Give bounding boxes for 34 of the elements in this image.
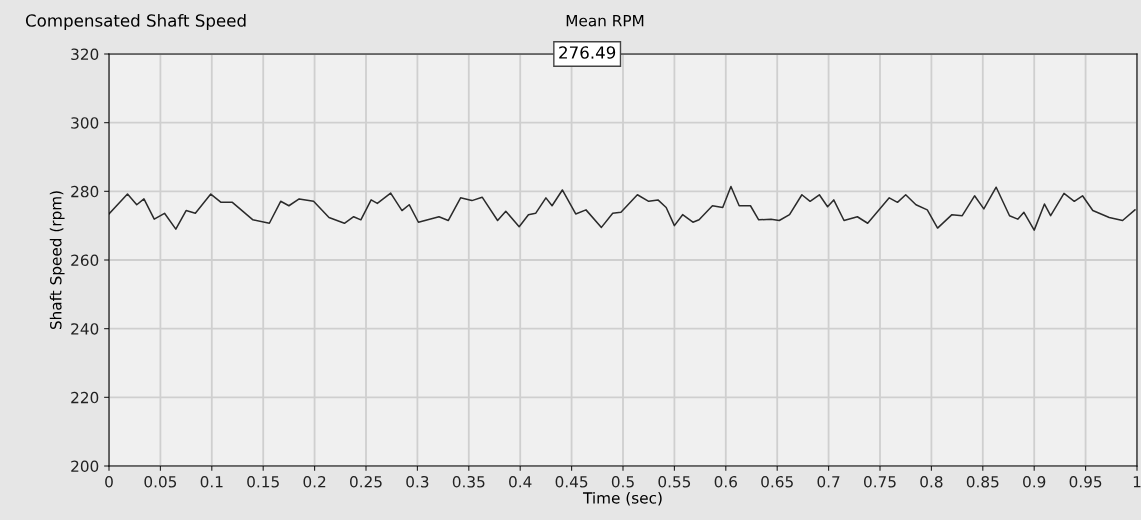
x-tick-label: 0.4 <box>509 475 532 488</box>
y-tick-label: 320 <box>71 48 99 61</box>
y-tick-label: 260 <box>71 254 99 267</box>
y-tick-label: 240 <box>71 323 99 335</box>
x-tick-label: 1 <box>1133 476 1141 488</box>
text: Mean RPM <box>566 15 644 27</box>
x-tick-label: 0.2 <box>303 475 326 488</box>
x-tick-label: 0.3 <box>406 475 429 488</box>
x-tick-label: 0 <box>105 475 113 488</box>
x-tick-label: 0.95 <box>1069 475 1102 488</box>
x-tick-label: 0.8 <box>920 475 943 488</box>
annotation: 276.49 <box>559 46 616 59</box>
x-tick-label: 0.15 <box>247 475 279 488</box>
x-tick-label: 0.35 <box>452 475 485 488</box>
x-tick-label: 0.05 <box>144 475 177 488</box>
x-tick-label: 0.45 <box>555 475 588 488</box>
x-tick-label: 0.7 <box>817 475 840 488</box>
x-tick-label: 0.55 <box>658 475 691 488</box>
y-tick-label: 220 <box>71 391 99 404</box>
line-series <box>109 185 1136 231</box>
y-tick-label: 200 <box>71 460 99 473</box>
x-axis-title: Time (sec) <box>583 491 662 506</box>
y-tick-label: 280 <box>71 185 99 198</box>
x-tick-label: 0.85 <box>966 475 999 488</box>
y-axis-title: Shaft Speed (rpm) <box>49 191 65 330</box>
x-tick-label: 0.25 <box>350 475 382 488</box>
x-tick-label: 0.75 <box>864 475 896 488</box>
x-tick-label: 0.1 <box>200 475 223 488</box>
x-tick-label: 0.5 <box>611 475 634 488</box>
y-tick-label: 300 <box>71 117 99 129</box>
chart-title: Compensated Shaft Speed <box>25 13 246 31</box>
x-tick-label: 0.65 <box>761 475 793 488</box>
x-tick-label: 0.6 <box>714 475 737 488</box>
x-tick-label: 0.9 <box>1023 475 1046 488</box>
